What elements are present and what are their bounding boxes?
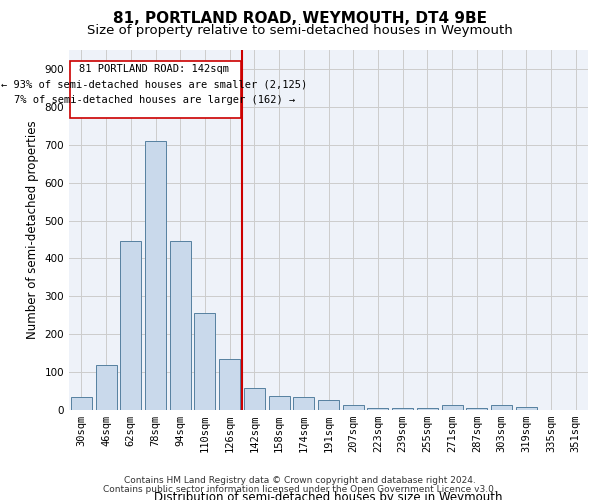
Bar [269, 396, 290, 410]
Text: Contains public sector information licensed under the Open Government Licence v3: Contains public sector information licen… [103, 485, 497, 494]
Bar [145, 141, 166, 410]
X-axis label: Distribution of semi-detached houses by size in Weymouth: Distribution of semi-detached houses by … [154, 491, 503, 500]
Bar [417, 408, 438, 410]
Text: 7% of semi-detached houses are larger (162) →: 7% of semi-detached houses are larger (1… [14, 95, 295, 105]
Text: ← 93% of semi-detached houses are smaller (2,125): ← 93% of semi-detached houses are smalle… [1, 80, 307, 90]
Bar [70, 62, 241, 118]
Text: Contains HM Land Registry data © Crown copyright and database right 2024.: Contains HM Land Registry data © Crown c… [124, 476, 476, 485]
Bar [516, 407, 537, 410]
Bar [120, 242, 141, 410]
Bar [491, 405, 512, 410]
Bar [442, 405, 463, 410]
Text: Size of property relative to semi-detached houses in Weymouth: Size of property relative to semi-detach… [87, 24, 513, 37]
Bar [244, 388, 265, 410]
Bar [343, 405, 364, 410]
Bar [367, 408, 388, 410]
Y-axis label: Number of semi-detached properties: Number of semi-detached properties [26, 120, 39, 340]
Text: 81 PORTLAND ROAD: 142sqm: 81 PORTLAND ROAD: 142sqm [79, 64, 229, 74]
Bar [170, 242, 191, 410]
Bar [318, 400, 339, 410]
Bar [219, 359, 240, 410]
Bar [194, 314, 215, 410]
Bar [293, 396, 314, 410]
Text: 81, PORTLAND ROAD, WEYMOUTH, DT4 9BE: 81, PORTLAND ROAD, WEYMOUTH, DT4 9BE [113, 11, 487, 26]
Bar [71, 396, 92, 410]
Bar [95, 366, 116, 410]
Bar [466, 408, 487, 410]
Bar [392, 408, 413, 410]
